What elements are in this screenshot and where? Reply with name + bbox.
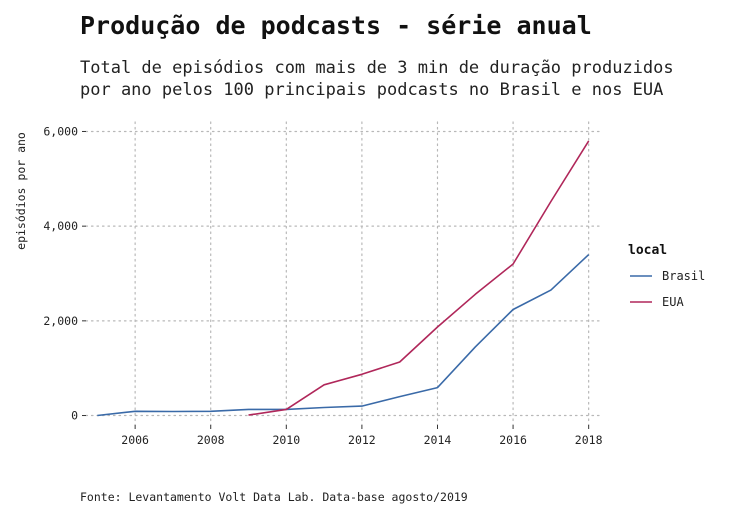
y-tick-label: 4,000	[43, 219, 78, 233]
legend-title: local	[628, 243, 667, 258]
legend: local Brasil EUA	[628, 243, 705, 309]
series-lines	[97, 140, 590, 417]
subtitle-line-2: por ano pelos 100 principais podcasts no…	[80, 80, 664, 100]
x-tick-label: 2016	[499, 433, 527, 447]
x-tick-label: 2012	[348, 433, 376, 447]
axis-ticks: 2006 2008 2010 2012 2014 2016 2018 0 2,000 4,000 6…	[43, 124, 602, 447]
y-tick-label: 6,000	[43, 124, 78, 138]
subtitle-line-1: Total de episódios com mais de 3 min de …	[80, 58, 674, 78]
y-tick-label: 2,000	[43, 314, 78, 328]
chart-title: Produção de podcasts - série anual	[80, 11, 592, 40]
x-tick-label: 2008	[197, 433, 225, 447]
x-tick-label: 2014	[424, 433, 452, 447]
series-line-eua	[248, 140, 590, 416]
x-tick-label: 2010	[272, 433, 300, 447]
chart-subtitle: Total de episódios com mais de 3 min de …	[80, 57, 720, 101]
source-caption: Fonte: Levantamento Volt Data Lab. Data-…	[80, 490, 468, 504]
x-tick-label: 2006	[121, 433, 149, 447]
legend-label-brasil: Brasil	[662, 269, 705, 283]
y-tick-label: 0	[71, 409, 78, 423]
x-tick-label: 2018	[575, 433, 603, 447]
y-axis-label: episódios por ano	[14, 132, 28, 250]
legend-label-eua: EUA	[662, 295, 684, 309]
series-line-brasil	[97, 254, 590, 417]
